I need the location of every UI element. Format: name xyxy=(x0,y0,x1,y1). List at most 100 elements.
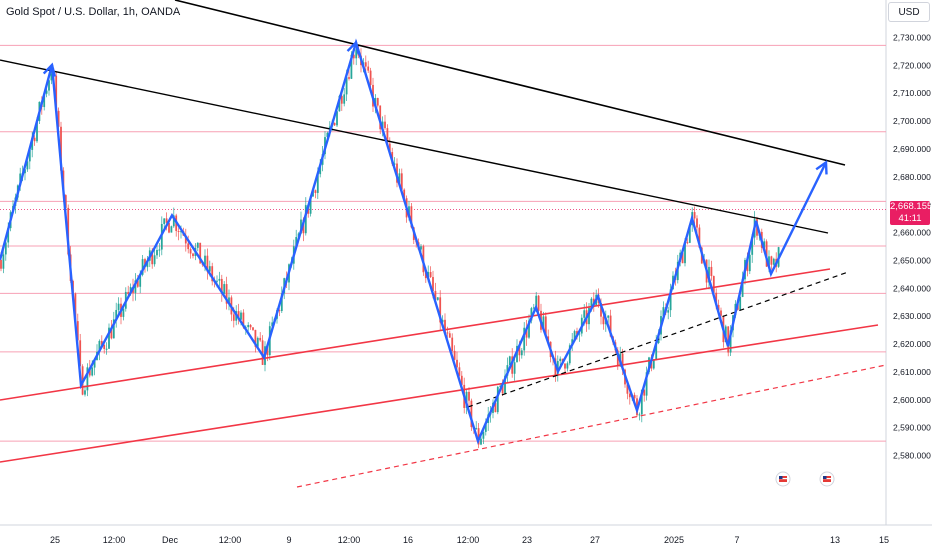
candle-body xyxy=(151,250,154,265)
candle-body xyxy=(662,307,665,317)
candle-body xyxy=(741,279,744,297)
candle-body xyxy=(667,310,670,313)
candle-body xyxy=(763,241,766,248)
x-tick-label: 2025 xyxy=(664,535,684,545)
candle-body xyxy=(45,90,48,94)
candle-body xyxy=(403,189,406,199)
candle-body xyxy=(578,333,581,335)
candle-body xyxy=(295,237,298,247)
candle-body xyxy=(698,227,701,248)
candle-body xyxy=(590,298,593,308)
candle-body xyxy=(232,314,235,321)
candle-body xyxy=(384,121,386,129)
candle-body xyxy=(537,295,540,311)
candle-body xyxy=(36,120,38,142)
y-tick-label: 2,700.000 xyxy=(893,116,931,126)
x-tick-label: 7 xyxy=(734,535,739,545)
candle-body xyxy=(192,253,194,257)
candle-body xyxy=(348,77,350,79)
candle-body xyxy=(336,111,338,126)
candle-body xyxy=(103,344,106,349)
arrowhead-target xyxy=(815,160,828,175)
candle-body xyxy=(240,312,242,320)
candle-body xyxy=(300,219,302,234)
candle-body xyxy=(470,400,473,428)
candle-body xyxy=(7,228,10,243)
candle-body xyxy=(520,350,523,356)
candle-body xyxy=(170,226,173,233)
candle-body xyxy=(446,332,449,334)
y-tick-label: 2,660.000 xyxy=(893,228,931,238)
candle-body xyxy=(480,438,482,445)
candle-body xyxy=(448,333,451,338)
candle-body xyxy=(626,384,629,394)
candle-body xyxy=(76,321,79,341)
candle-body xyxy=(350,54,353,79)
candle-body xyxy=(144,259,146,268)
horizontal-levels xyxy=(0,44,886,442)
candle-body xyxy=(105,348,108,350)
candle-body xyxy=(686,242,689,244)
candle-body xyxy=(112,319,115,339)
candle-body xyxy=(367,66,370,71)
candle-body xyxy=(165,218,168,223)
candle-body xyxy=(600,303,602,317)
candle-body xyxy=(261,340,264,365)
zigzag-path xyxy=(0,38,828,445)
candle-body xyxy=(535,295,538,308)
x-tick-label: 25 xyxy=(50,535,60,545)
candle-body xyxy=(172,215,175,227)
candle-body xyxy=(720,310,722,316)
candle-body xyxy=(259,337,262,341)
candle-body xyxy=(314,190,317,193)
candle-body xyxy=(669,289,672,311)
candle-body xyxy=(621,353,624,370)
candle-body xyxy=(316,174,319,193)
candle-body xyxy=(525,327,528,338)
candle-body xyxy=(146,260,149,268)
candle-body xyxy=(225,284,228,304)
y-tick-label: 2,730.000 xyxy=(893,33,931,43)
candle-body xyxy=(187,243,190,250)
channel-support-lower xyxy=(0,324,879,463)
y-tick-label: 2,620.000 xyxy=(893,339,931,349)
candle-body xyxy=(388,143,391,153)
candle-body xyxy=(439,297,442,323)
candle-body xyxy=(453,350,456,360)
candle-body xyxy=(163,218,166,224)
y-tick-label: 2,640.000 xyxy=(893,283,931,293)
candle-body xyxy=(609,315,612,337)
candle-body xyxy=(444,319,446,333)
candle-body xyxy=(57,110,60,127)
candle-body xyxy=(429,272,432,278)
candle-body xyxy=(280,293,283,312)
candle-body xyxy=(180,231,182,233)
candle-body xyxy=(266,346,269,356)
currency-button[interactable]: USD xyxy=(888,2,930,22)
x-tick-label: 16 xyxy=(403,535,413,545)
candle-body xyxy=(607,315,610,318)
candle-body xyxy=(206,255,209,272)
y-tick-label: 2,630.000 xyxy=(893,311,931,321)
candle-body xyxy=(504,375,506,394)
candle-body xyxy=(518,345,521,356)
candle-body xyxy=(696,218,698,228)
x-tick-label: 12:00 xyxy=(219,535,242,545)
candle-body xyxy=(48,80,50,91)
candle-body xyxy=(746,259,749,272)
candle-body xyxy=(55,75,58,111)
candle-body xyxy=(86,367,89,391)
channel-support-upper xyxy=(0,268,831,401)
candle-body xyxy=(79,340,82,367)
candle-body xyxy=(204,255,206,265)
candle-body xyxy=(451,337,454,351)
candle-body xyxy=(271,322,274,327)
x-tick-label: 23 xyxy=(522,535,532,545)
candle-body xyxy=(386,128,389,144)
y-tick-label: 2,600.000 xyxy=(893,395,931,405)
candle-body xyxy=(309,196,312,214)
candle-body xyxy=(640,389,643,415)
candle-body xyxy=(772,258,775,265)
candle-body xyxy=(398,173,401,183)
